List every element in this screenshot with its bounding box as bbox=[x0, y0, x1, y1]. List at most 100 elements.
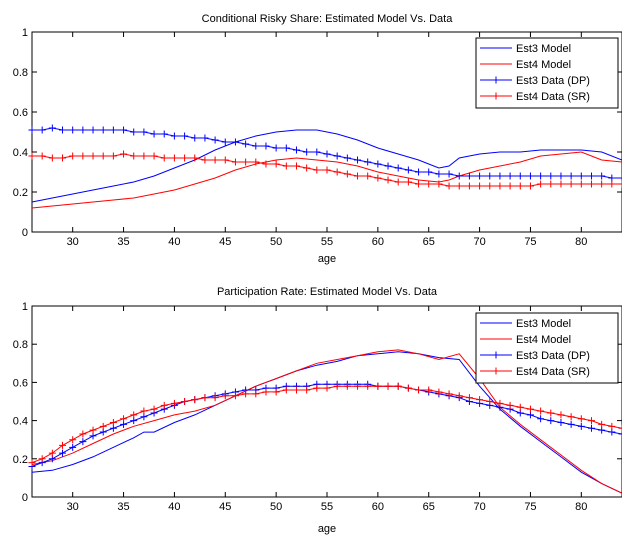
data-point-marker bbox=[435, 180, 443, 188]
legend-label: Est3 Data (DP) bbox=[516, 350, 590, 362]
legend-label: Est4 Data (SR) bbox=[516, 366, 590, 378]
data-point-marker bbox=[486, 398, 494, 405]
x-tick-label: 80 bbox=[575, 501, 587, 513]
data-point-marker bbox=[435, 388, 443, 396]
x-tick-label: 80 bbox=[575, 236, 587, 248]
data-point-marker bbox=[374, 174, 382, 182]
data-point-marker bbox=[191, 154, 199, 162]
data-point-marker bbox=[455, 172, 463, 180]
data-point-marker bbox=[99, 126, 107, 134]
legend-marker bbox=[492, 351, 500, 359]
chart-participation-rate: Participation Rate: Estimated Model Vs. … bbox=[13, 286, 622, 535]
data-point-marker bbox=[516, 403, 524, 411]
x-axis-label: age bbox=[318, 523, 336, 535]
chart-title: Participation Rate: Estimated Model Vs. … bbox=[217, 286, 438, 298]
data-point-marker bbox=[231, 392, 239, 400]
y-tick-label: 0.2 bbox=[13, 187, 28, 199]
data-point-marker bbox=[537, 415, 545, 423]
data-point-marker bbox=[384, 382, 392, 390]
data-point-marker bbox=[577, 180, 585, 188]
data-point-marker bbox=[170, 399, 178, 407]
data-point-marker bbox=[445, 170, 453, 178]
data-point-marker bbox=[79, 126, 87, 134]
data-point-marker bbox=[231, 138, 239, 146]
legend-label: Est3 Data (DP) bbox=[516, 75, 590, 87]
data-point-marker bbox=[547, 417, 555, 425]
data-point-marker bbox=[384, 176, 392, 184]
data-point-marker bbox=[496, 182, 504, 190]
series-line bbox=[31, 129, 622, 203]
x-tick-label: 70 bbox=[473, 236, 485, 248]
data-point-marker bbox=[170, 132, 178, 140]
data-point-marker bbox=[303, 164, 311, 172]
data-point-marker bbox=[130, 411, 138, 419]
data-point-marker bbox=[221, 156, 229, 164]
data-point-marker bbox=[343, 382, 351, 390]
chart-title: Conditional Risky Share: Estimated Model… bbox=[202, 13, 454, 25]
data-point-marker bbox=[150, 152, 158, 160]
data-point-marker bbox=[109, 126, 117, 134]
data-point-marker bbox=[28, 152, 36, 160]
y-tick-label: 0.4 bbox=[13, 416, 28, 428]
data-point-marker bbox=[608, 422, 616, 430]
data-point-marker bbox=[577, 422, 585, 430]
data-point-marker bbox=[404, 178, 412, 186]
data-point-marker bbox=[547, 172, 555, 180]
data-point-marker bbox=[38, 152, 46, 160]
data-point-marker bbox=[476, 182, 484, 190]
data-point-marker bbox=[181, 154, 189, 162]
data-point-marker bbox=[79, 430, 87, 438]
data-point-marker bbox=[364, 382, 372, 390]
data-point-marker bbox=[557, 419, 565, 427]
y-tick-label: 0.2 bbox=[13, 454, 28, 466]
data-point-marker bbox=[618, 174, 622, 182]
x-axis-ticks: 30 35 40 45 50 55 60 65 70 75 80 bbox=[67, 306, 587, 513]
data-point-marker bbox=[425, 180, 433, 188]
data-point-marker bbox=[211, 394, 219, 402]
data-point-marker bbox=[120, 126, 128, 134]
data-point-marker bbox=[48, 449, 56, 457]
legend-marker bbox=[492, 92, 500, 100]
data-point-marker bbox=[292, 162, 300, 170]
data-point-marker bbox=[577, 415, 585, 423]
data-point-marker bbox=[567, 172, 575, 180]
x-tick-label: 60 bbox=[372, 236, 384, 248]
data-point-marker bbox=[486, 172, 494, 180]
data-point-marker bbox=[252, 158, 260, 166]
legend-marker bbox=[492, 76, 500, 84]
data-point-marker bbox=[506, 182, 514, 190]
data-point-marker bbox=[354, 172, 362, 180]
data-point-marker bbox=[282, 386, 290, 394]
data-point-marker bbox=[150, 130, 158, 138]
data-point-marker bbox=[598, 420, 606, 428]
data-point-marker bbox=[79, 152, 87, 160]
data-point-marker bbox=[506, 401, 514, 409]
data-point-marker bbox=[587, 424, 595, 432]
data-point-marker bbox=[465, 182, 473, 190]
data-point-marker bbox=[262, 160, 270, 168]
data-point-marker bbox=[323, 384, 331, 392]
data-point-marker bbox=[89, 426, 97, 434]
data-point-marker bbox=[618, 430, 622, 438]
data-point-marker bbox=[567, 413, 575, 421]
data-point-marker bbox=[160, 130, 168, 138]
data-point-marker bbox=[465, 172, 473, 180]
legend-marker bbox=[492, 367, 500, 375]
data-point-marker bbox=[201, 156, 209, 164]
data-point-marker bbox=[38, 455, 46, 463]
data-point-marker bbox=[221, 392, 229, 400]
data-point-marker bbox=[618, 180, 622, 188]
data-point-marker bbox=[140, 128, 148, 136]
data-point-marker bbox=[59, 449, 67, 457]
data-point-marker bbox=[374, 382, 382, 390]
data-point-marker bbox=[364, 158, 372, 166]
series-group bbox=[28, 349, 622, 494]
data-point-marker bbox=[476, 172, 484, 180]
data-point-marker bbox=[313, 148, 321, 156]
y-tick-label: 0.8 bbox=[13, 67, 28, 79]
data-point-marker bbox=[252, 390, 260, 398]
x-tick-label: 60 bbox=[372, 501, 384, 513]
data-point-marker bbox=[323, 166, 331, 174]
data-point-marker bbox=[38, 126, 46, 134]
data-point-marker bbox=[587, 417, 595, 425]
